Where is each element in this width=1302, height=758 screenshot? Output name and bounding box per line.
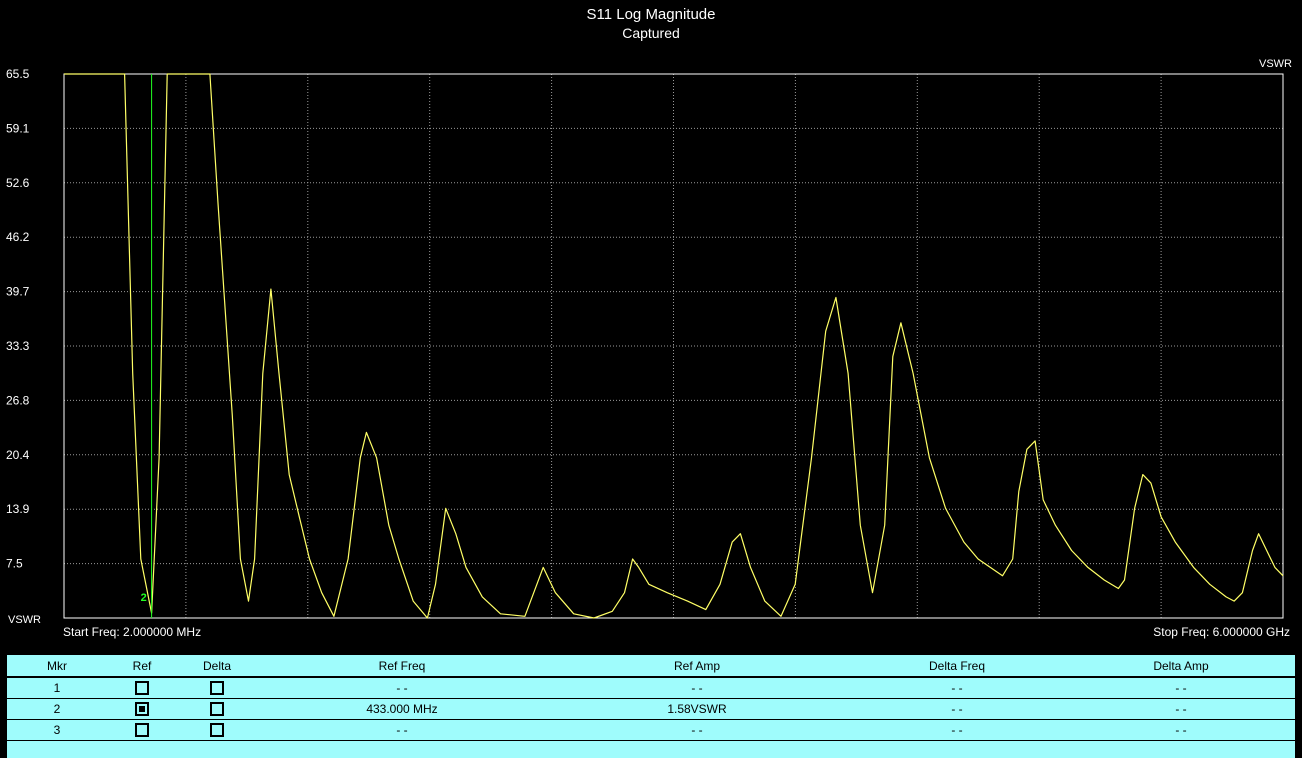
y-tick-label: 26.8	[6, 393, 30, 407]
y-tick-label: 52.6	[6, 176, 30, 190]
y-tick-label: 33.3	[6, 339, 30, 353]
s11-chart: S11 Log Magnitude Captured VSWR VSWR Sta…	[6, 6, 1292, 639]
y-tick-label: 65.5	[6, 67, 30, 81]
delta-amp-value: - -	[1175, 681, 1187, 695]
y-tick-label: 7.5	[6, 557, 23, 571]
delta-checkbox[interactable]	[210, 681, 224, 695]
marker-label: 2	[141, 592, 147, 604]
marker-table-header: Mkr Ref Delta Ref Freq Ref Amp Delta Fre…	[7, 655, 1295, 678]
marker-table: Mkr Ref Delta Ref Freq Ref Amp Delta Fre…	[7, 655, 1295, 758]
vswr-trace	[64, 73, 1284, 619]
grid	[64, 74, 1283, 618]
ref-checkbox[interactable]	[135, 702, 149, 716]
header-delta-amp: Delta Amp	[1153, 658, 1209, 673]
y-tick-label: 59.1	[6, 121, 30, 135]
ref-checkbox[interactable]	[135, 681, 149, 695]
left-axis-label: VSWR	[8, 614, 41, 626]
delta-freq-value: - -	[951, 681, 963, 695]
delta-checkbox[interactable]	[210, 702, 224, 716]
delta-freq-value: - -	[951, 723, 963, 737]
stop-freq-label: Stop Freq: 6.000000 GHz	[1153, 625, 1290, 639]
y-tick-label: 46.2	[6, 230, 30, 244]
delta-checkbox[interactable]	[210, 723, 224, 737]
header-ref-amp: Ref Amp	[673, 658, 721, 673]
header-delta-freq: Delta Freq	[928, 658, 986, 673]
trace	[64, 73, 1284, 619]
ref-freq-value: - -	[396, 681, 408, 695]
y-tick-label: 20.4	[6, 448, 30, 462]
chart-area: S11 Log Magnitude Captured VSWR VSWR Sta…	[6, 6, 1293, 639]
right-axis-label: VSWR	[1259, 58, 1292, 70]
chart-title: S11 Log Magnitude	[587, 6, 716, 23]
y-tick-label: 13.9	[6, 502, 30, 516]
delta-freq-value: - -	[951, 702, 963, 716]
header-mkr: Mkr	[47, 658, 67, 673]
ref-amp-value: - -	[691, 681, 703, 695]
marker-number: 1	[53, 681, 61, 695]
delta-amp-value: - -	[1175, 702, 1187, 716]
marker-number: 2	[53, 702, 61, 716]
marker-row-1: 1 - - - - - - - -	[7, 678, 1295, 699]
delta-amp-value: - -	[1175, 723, 1187, 737]
ref-amp-value: - -	[691, 723, 703, 737]
y-tick-label: 39.7	[6, 285, 30, 299]
marker-number: 3	[53, 723, 61, 737]
marker-row-3: 3 - - - - - - - -	[7, 720, 1295, 741]
y-ticks: 65.5 59.1 52.6 46.2 39.7 33.3 26.8 20.4 13.9 7.5	[6, 67, 30, 571]
chart-subtitle: Captured	[622, 25, 680, 41]
header-delta: Delta	[202, 658, 231, 673]
header-ref: Ref	[132, 658, 152, 673]
ref-checkbox[interactable]	[135, 723, 149, 737]
marker-row-2: 2 433.000 MHz 1.58VSWR - - - -	[7, 699, 1295, 720]
ref-freq-value: - -	[396, 723, 408, 737]
markers: 2	[141, 74, 153, 618]
ref-freq-value: 433.000 MHz	[366, 702, 438, 716]
start-freq-label: Start Freq: 2.000000 MHz	[63, 625, 201, 639]
plot-frame	[63, 73, 1284, 619]
ref-amp-value: 1.58VSWR	[667, 702, 727, 716]
header-ref-freq: Ref Freq	[378, 658, 426, 673]
